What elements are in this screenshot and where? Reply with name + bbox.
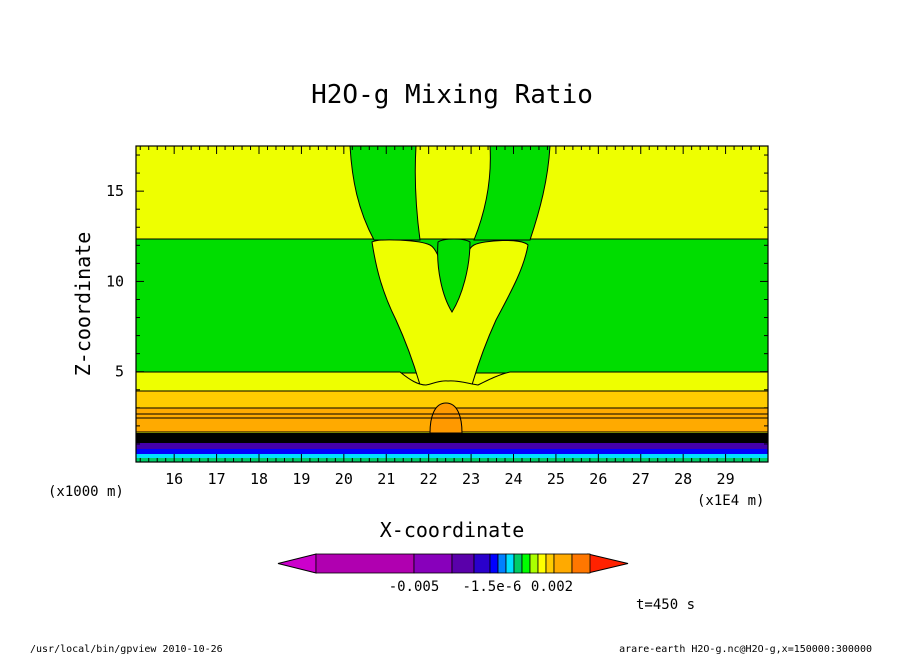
colorbar-segment bbox=[473, 553, 491, 574]
x-tick-label: 20 bbox=[335, 470, 353, 488]
cyan-band bbox=[136, 454, 768, 458]
chart-title: H2O-g Mixing Ratio bbox=[311, 80, 593, 110]
x-tick-label: 18 bbox=[250, 470, 268, 488]
colorbar-segment bbox=[505, 553, 515, 574]
colorbar-tick-label: -1.5e-6 bbox=[462, 579, 521, 595]
y-axis-label: Z-coordinate bbox=[71, 232, 95, 377]
x-ticks: 16 17 18 19 20 21 22 23 24 25 26 27 28 29 bbox=[139, 146, 769, 488]
x-tick-label: 21 bbox=[377, 470, 395, 488]
x-tick-label: 17 bbox=[208, 470, 226, 488]
colorbar-low-arrow bbox=[277, 553, 317, 574]
green-plume-right bbox=[473, 146, 551, 241]
colorbar-segment bbox=[497, 553, 507, 574]
x-tick-label: 23 bbox=[462, 470, 480, 488]
x-tick-label: 19 bbox=[292, 470, 310, 488]
y-tick-label: 10 bbox=[106, 272, 124, 290]
colorbar-segment bbox=[521, 553, 531, 574]
y-tick-label: 15 bbox=[106, 182, 124, 200]
x-tick-label: 27 bbox=[632, 470, 650, 488]
y-ticks: 5 10 15 bbox=[106, 154, 768, 463]
footer-right: arare-earth_H2O-g.nc@H2O-g,x=150000:3000… bbox=[619, 644, 872, 654]
footer-left: /usr/local/bin/gpview 2010-10-26 bbox=[30, 644, 223, 654]
purple-band bbox=[136, 443, 768, 449]
x-unit-label: (x1000 m) bbox=[48, 484, 124, 500]
colorbar-segment bbox=[489, 553, 499, 574]
colorbar-segment bbox=[571, 553, 591, 574]
green-plume-left bbox=[349, 146, 421, 241]
colorbar-segment bbox=[413, 553, 453, 574]
green-inner-lobe bbox=[437, 238, 471, 313]
colorbar-segment bbox=[451, 553, 475, 574]
x-tick-label: 26 bbox=[589, 470, 607, 488]
colorbar-segment bbox=[315, 553, 415, 574]
y-tick-label: 5 bbox=[115, 363, 124, 381]
plot-frame bbox=[135, 145, 769, 463]
x-tick-label: 22 bbox=[420, 470, 438, 488]
colorbar-segment bbox=[553, 553, 573, 574]
colorbar-segment bbox=[529, 553, 539, 574]
colorbar-segment bbox=[545, 553, 555, 574]
lower-yellow-band bbox=[136, 371, 768, 393]
x-tick-label: 28 bbox=[674, 470, 692, 488]
x-axis-label: X-coordinate bbox=[380, 518, 525, 542]
colorbar-tick-label: 0.002 bbox=[531, 579, 573, 595]
colorbar-high-arrow bbox=[587, 553, 629, 574]
dark-band bbox=[136, 433, 768, 443]
colorbar-segment bbox=[537, 553, 547, 574]
colorbar-tick-label: -0.005 bbox=[389, 579, 440, 595]
x-scale-label: (x1E4 m) bbox=[697, 493, 764, 509]
contour-field bbox=[136, 146, 768, 462]
time-label: t=450 s bbox=[636, 597, 695, 613]
x-tick-label: 16 bbox=[165, 470, 183, 488]
green-bottom-band bbox=[136, 458, 768, 462]
colorbar-segment bbox=[513, 553, 523, 574]
x-tick-label: 29 bbox=[717, 470, 735, 488]
blue-band bbox=[136, 449, 768, 454]
x-tick-label: 25 bbox=[547, 470, 565, 488]
x-tick-label: 24 bbox=[504, 470, 522, 488]
colorbar: -0.005 -1.5e-6 0.002 bbox=[277, 553, 629, 595]
